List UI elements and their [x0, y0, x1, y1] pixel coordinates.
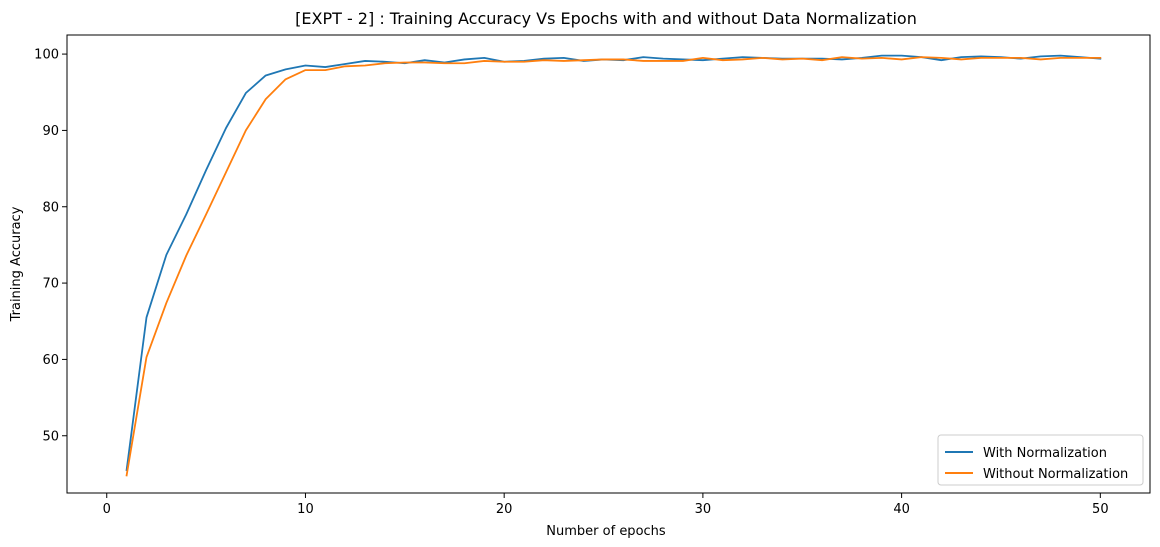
y-tick-label: 50: [42, 429, 59, 444]
legend-box: [937, 434, 1144, 486]
y-axis-label: Training Accuracy: [9, 206, 24, 322]
x-tick-label: 20: [496, 502, 513, 517]
series-line-with-normalization: [125, 54, 1102, 472]
x-axis: 0 10 20 30 40 50: [103, 493, 1109, 517]
series-line-without-normalization: [125, 56, 1102, 477]
x-axis-label: Number of epochs: [546, 524, 666, 539]
plot-frame: [66, 34, 1151, 494]
x-tick-label: 30: [695, 502, 712, 517]
y-tick-label: 60: [42, 353, 59, 368]
legend-label-with-normalization: With Normalization: [983, 446, 1107, 461]
y-tick-label: 80: [42, 200, 59, 215]
legend-label-without-normalization: Without Normalization: [983, 467, 1128, 482]
y-tick-label: 70: [42, 277, 59, 292]
legend: With Normalization Without Normalization: [937, 434, 1144, 486]
y-axis: 50 60 70 80 90 100: [34, 48, 67, 444]
x-tick-label: 40: [893, 502, 910, 517]
x-tick-label: 50: [1092, 502, 1109, 517]
x-tick-label: 10: [297, 502, 314, 517]
x-tick-label: 0: [103, 502, 111, 517]
chart-title: [EXPT - 2] : Training Accuracy Vs Epochs…: [295, 9, 917, 28]
plot-area: [125, 54, 1102, 477]
y-tick-label: 90: [42, 124, 59, 139]
y-tick-label: 100: [34, 48, 59, 63]
